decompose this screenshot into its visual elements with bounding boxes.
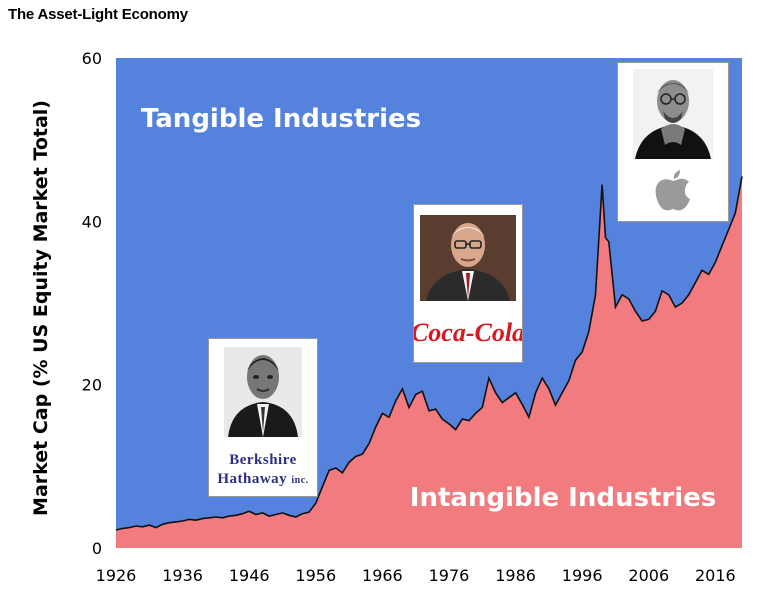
hathaway-word: Hathaway — [217, 471, 288, 487]
berkshire-wordmark: Berkshire — [229, 452, 297, 468]
y-tick-label: 40 — [82, 212, 102, 231]
y-tick-label: 20 — [82, 376, 102, 395]
x-tick-label: 1946 — [229, 566, 270, 585]
x-tick-label: 1986 — [495, 566, 536, 585]
intangible-industries-area — [116, 176, 742, 548]
page-title: The Asset-Light Economy — [8, 6, 188, 23]
series-boundary-line — [115, 176, 743, 531]
berkshire-hathaway-card: Berkshire Hathaway inc. — [208, 338, 318, 497]
y-tick-label: 60 — [82, 49, 102, 68]
intangible-industries-label: Intangible Industries — [410, 483, 716, 513]
portrait-photo-icon — [224, 347, 302, 437]
x-tick-label: 1996 — [562, 566, 603, 585]
x-tick-label: 1966 — [362, 566, 403, 585]
x-tick-label: 2016 — [695, 566, 736, 585]
x-tick-label: 1926 — [96, 566, 137, 585]
coca-cola-wordmark: Coca-Cola — [414, 318, 522, 347]
portrait-photo-icon — [420, 215, 516, 301]
apple-icon — [655, 170, 690, 211]
inc-suffix: inc. — [291, 475, 309, 486]
x-tick-label: 2006 — [628, 566, 669, 585]
hathaway-wordmark: Hathaway inc. — [209, 471, 317, 488]
y-tick-label: 0 — [92, 539, 102, 558]
apple-card — [617, 62, 729, 222]
x-tick-label: 1976 — [429, 566, 470, 585]
tangible-industries-label: Tangible Industries — [141, 104, 421, 134]
y-axis-label: Market Cap (% US Equity Market Total) — [30, 100, 52, 516]
x-tick-label: 1936 — [162, 566, 203, 585]
coca-cola-logo: Coca-Cola — [414, 318, 522, 347]
x-axis-ticks: 1926 1936 1946 1956 1966 1976 1986 1996 2006 2016 — [96, 566, 736, 585]
coca-cola-card: Coca-Cola — [413, 204, 523, 363]
x-tick-label: 1956 — [295, 566, 336, 585]
y-axis-ticks: 0 20 40 60 — [82, 49, 102, 558]
portrait-photo-icon — [633, 69, 713, 159]
